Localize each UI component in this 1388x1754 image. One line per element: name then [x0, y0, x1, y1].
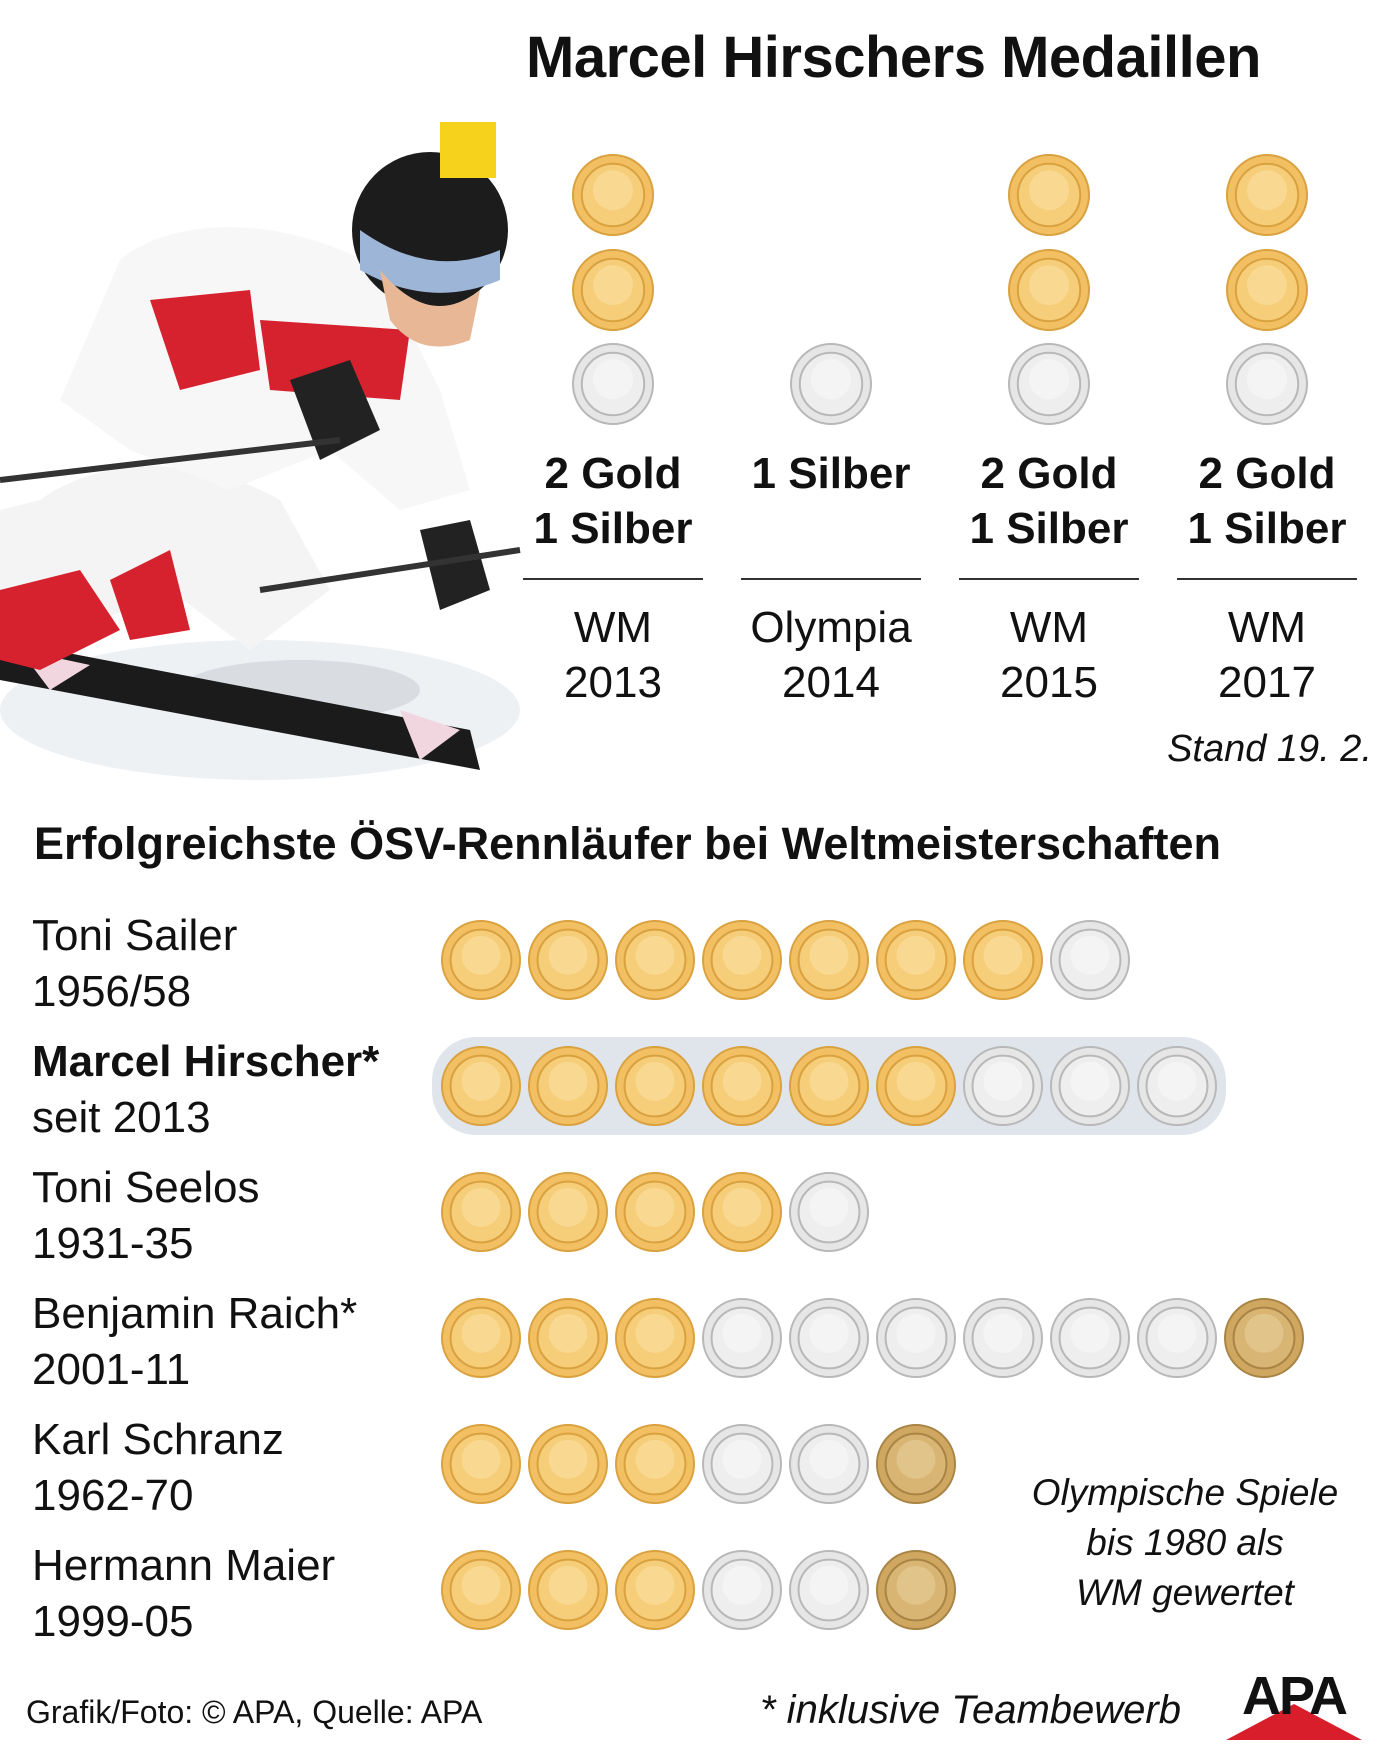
footer-credit: Grafik/Foto: © APA, Quelle: APA — [26, 1694, 483, 1730]
athlete-name: Toni Sailer — [32, 911, 238, 960]
apa-logo-mark — [1226, 1704, 1362, 1740]
event-medal-silver — [1226, 343, 1308, 425]
athlete-medal-silver — [1050, 920, 1130, 1000]
athlete-medal-silver — [963, 1046, 1043, 1126]
event-medal-silver — [572, 343, 654, 425]
athlete-medal-gold — [441, 1172, 521, 1252]
athlete-medal-gold — [615, 1550, 695, 1630]
event-medal-gold — [1226, 154, 1308, 236]
athlete-medal-silver — [702, 1550, 782, 1630]
athlete-medal-gold — [702, 1046, 782, 1126]
page-title: Marcel Hirschers Medaillen — [526, 25, 1261, 90]
athlete-medal-gold — [615, 1424, 695, 1504]
athlete-medal-gold — [441, 1298, 521, 1378]
athlete-medal-gold — [615, 1298, 695, 1378]
athlete-medal-gold — [441, 1550, 521, 1630]
footer-note: * inklusive Teambewerb — [760, 1688, 1181, 1732]
athlete-medal-silver — [1050, 1046, 1130, 1126]
athlete-name: Hermann Maier — [32, 1541, 336, 1590]
athlete-medal-gold — [441, 920, 521, 1000]
athlete-period: seit 2013 — [32, 1093, 211, 1142]
athlete-period: 1931-35 — [32, 1219, 194, 1268]
athlete-medal-bronze — [876, 1424, 956, 1504]
event-label: Olympia 2014 — [750, 603, 912, 707]
athlete-medal-silver — [702, 1298, 782, 1378]
event-divider — [523, 578, 703, 580]
athlete-medal-gold — [528, 920, 608, 1000]
event-label: WM 2017 — [1218, 603, 1316, 707]
athlete-medal-gold — [528, 1424, 608, 1504]
event-medal-gold — [572, 154, 654, 236]
event-medal-gold — [572, 249, 654, 331]
athlete-medal-gold — [528, 1046, 608, 1126]
athlete-medal-silver — [702, 1424, 782, 1504]
athlete-medal-gold — [789, 1046, 869, 1126]
event-medal-gold — [1226, 249, 1308, 331]
stand-date: Stand 19. 2. — [1167, 728, 1372, 770]
athlete-period: 1999-05 — [32, 1597, 194, 1646]
athlete-name: Toni Seelos — [32, 1163, 260, 1212]
athlete-medal-silver — [789, 1172, 869, 1252]
athlete-medal-gold — [528, 1298, 608, 1378]
athlete-medal-gold — [528, 1172, 608, 1252]
athlete-medal-gold — [528, 1550, 608, 1630]
event-label: WM 2015 — [1000, 603, 1098, 707]
athlete-medal-bronze — [1224, 1298, 1304, 1378]
athlete-medal-gold — [789, 920, 869, 1000]
athlete-name: Marcel Hirscher* — [32, 1037, 380, 1086]
event-label: WM 2013 — [564, 603, 662, 707]
athlete-medal-gold — [876, 920, 956, 1000]
apa-logo-text: APA — [1241, 1666, 1348, 1726]
athlete-medal-gold — [615, 1172, 695, 1252]
athlete-medal-gold — [702, 1172, 782, 1252]
athlete-medal-bronze — [876, 1550, 956, 1630]
athlete-medal-gold — [615, 1046, 695, 1126]
event-medal-gold — [1008, 154, 1090, 236]
athlete-medal-gold — [876, 1046, 956, 1126]
athlete-medal-silver — [789, 1298, 869, 1378]
skier-photo — [0, 70, 524, 790]
event-summary: 1 Silber — [751, 449, 911, 498]
athlete-medal-silver — [789, 1550, 869, 1630]
olympics-note: Olympische Spiele bis 1980 als WM gewert… — [1031, 1472, 1339, 1613]
athlete-name: Benjamin Raich* — [32, 1289, 358, 1338]
athlete-medal-silver — [876, 1298, 956, 1378]
event-medal-silver — [790, 343, 872, 425]
section-title: Erfolgreichste ÖSV-Rennläufer bei Weltme… — [34, 818, 1222, 869]
athlete-period: 1956/58 — [32, 967, 192, 1016]
athlete-medal-gold — [615, 920, 695, 1000]
event-divider — [1177, 578, 1357, 580]
event-medal-silver — [1008, 343, 1090, 425]
athlete-period: 2001-11 — [32, 1345, 191, 1394]
event-divider — [741, 578, 921, 580]
event-summary: 2 Gold 1 Silber — [533, 449, 693, 553]
athlete-medal-gold — [702, 920, 782, 1000]
athlete-medal-gold — [963, 920, 1043, 1000]
event-divider — [959, 578, 1139, 580]
apa-logo: APA — [1226, 1668, 1362, 1740]
athlete-medal-gold — [441, 1424, 521, 1504]
event-medal-gold — [1008, 249, 1090, 331]
athlete-medal-gold — [441, 1046, 521, 1126]
athlete-medal-silver — [1137, 1046, 1217, 1126]
athlete-name: Karl Schranz — [32, 1415, 284, 1464]
athlete-period: 1962-70 — [32, 1471, 194, 1520]
event-summary: 2 Gold 1 Silber — [969, 449, 1129, 553]
athlete-medal-silver — [963, 1298, 1043, 1378]
athlete-medal-silver — [1050, 1298, 1130, 1378]
athlete-medal-silver — [1137, 1298, 1217, 1378]
athlete-medal-silver — [789, 1424, 869, 1504]
event-summary: 2 Gold 1 Silber — [1187, 449, 1347, 553]
